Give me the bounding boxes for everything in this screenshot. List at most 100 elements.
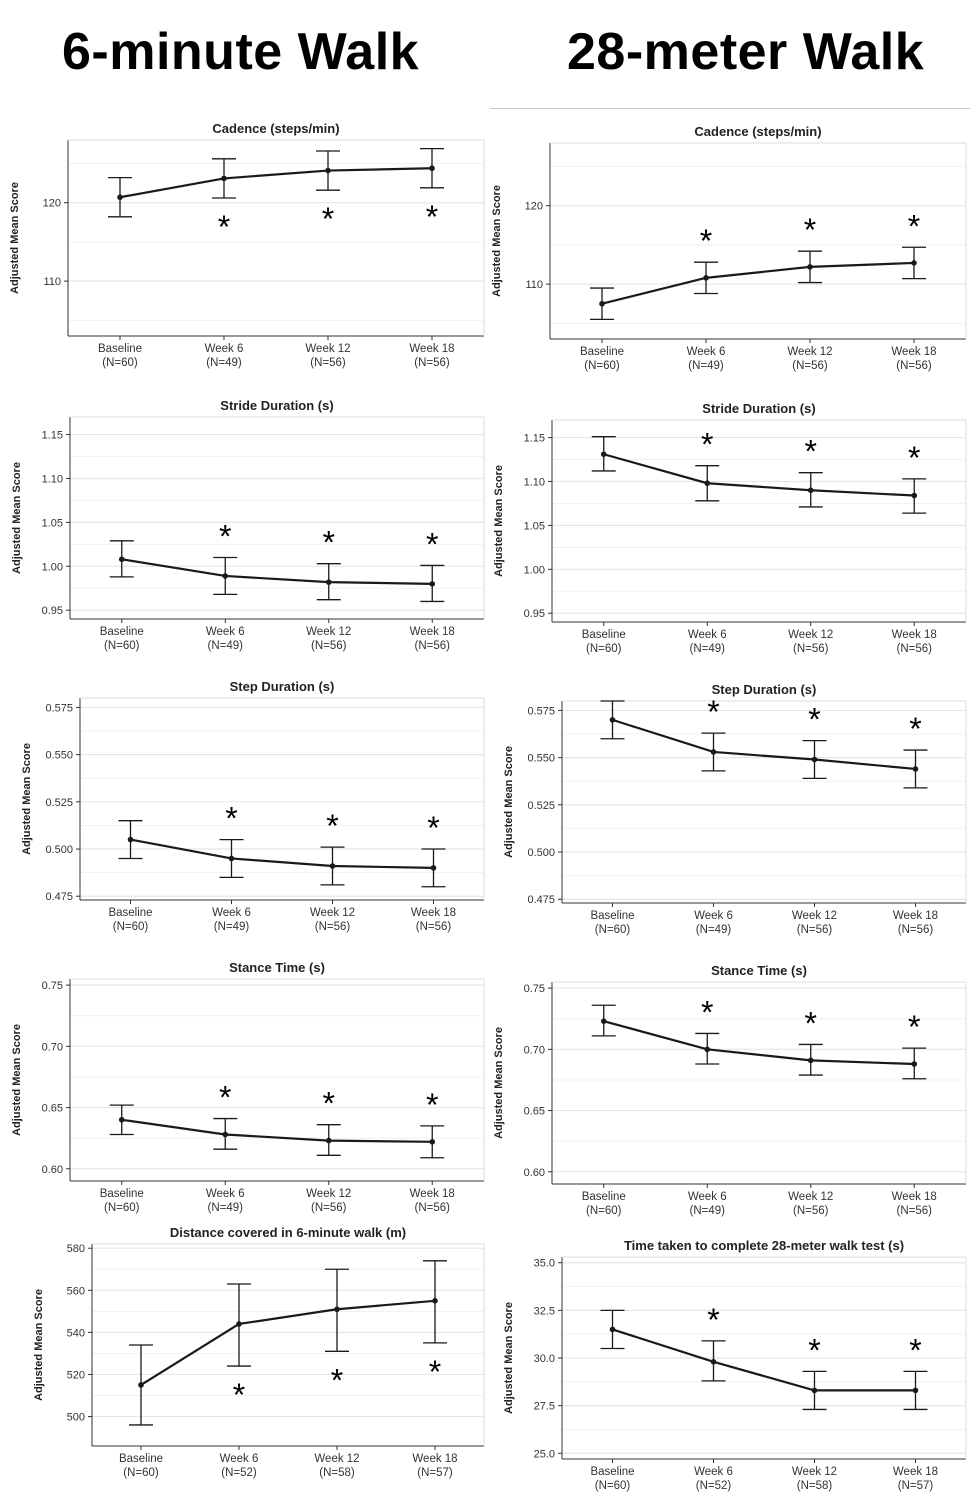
- data-point: [117, 194, 123, 201]
- significance-star: *: [805, 434, 817, 470]
- x-tick-n-label: (N=60): [113, 921, 149, 933]
- y-tick-label: 1.15: [42, 430, 63, 442]
- y-tick-label: 0.75: [524, 983, 545, 995]
- x-tick-label: Week 6: [206, 626, 245, 638]
- x-tick-n-label: (N=49): [208, 640, 244, 652]
- significance-star: *: [804, 212, 816, 248]
- chart-title: Distance covered in 6-minute walk (m): [170, 1225, 406, 1240]
- significance-star: *: [426, 199, 438, 235]
- x-tick-label: Week 12: [792, 1466, 837, 1478]
- chart-panel-cad6: Cadence (steps/min) Adjusted Mean Score 11…: [0, 112, 488, 374]
- chart-svg-stance28: Stance Time (s) Adjusted Mean Score 0.60 0.…: [493, 963, 967, 1217]
- x-tick-label: Week 6: [212, 907, 251, 919]
- x-tick-n-label: (N=49): [690, 643, 726, 655]
- significance-star: *: [323, 1086, 335, 1122]
- x-tick-n-label: (N=56): [311, 640, 347, 652]
- x-tick-label: Week 18: [411, 907, 456, 919]
- y-tick-label: 0.575: [527, 705, 555, 717]
- x-tick-n-label: (N=52): [221, 1467, 257, 1479]
- x-tick-label: Baseline: [119, 1453, 163, 1465]
- significance-star: *: [322, 201, 334, 237]
- y-tick-label: 0.525: [45, 797, 73, 809]
- significance-star: *: [700, 223, 712, 259]
- y-tick-label: 25.0: [534, 1448, 555, 1460]
- header-divider: [490, 108, 970, 109]
- y-axis-label: Adjusted Mean Score: [503, 746, 515, 858]
- data-point: [118, 1116, 125, 1123]
- x-tick-n-label: (N=56): [896, 360, 932, 372]
- chart-title: Stance Time (s): [711, 963, 807, 978]
- x-tick-label: Week 6: [694, 1466, 733, 1478]
- y-tick-label: 0.60: [42, 1164, 63, 1176]
- x-tick-n-label: (N=49): [696, 924, 732, 936]
- x-tick-label: Baseline: [100, 626, 144, 638]
- x-tick-n-label: (N=56): [310, 357, 346, 369]
- title-6-minute-walk: 6-minute Walk: [62, 23, 420, 81]
- mean-line: [601, 261, 915, 305]
- y-tick-label: 1.05: [524, 520, 545, 532]
- y-tick-label: 1.00: [42, 561, 63, 573]
- data-point: [600, 1018, 607, 1024]
- y-axis-label: Adjusted Mean Score: [491, 185, 503, 297]
- x-tick-n-label: (N=60): [102, 357, 138, 369]
- x-tick-n-label: (N=49): [214, 921, 250, 933]
- data-point: [325, 167, 331, 174]
- y-tick-label: 120: [525, 201, 543, 213]
- x-tick-n-label: (N=56): [415, 1202, 451, 1214]
- significance-star: *: [805, 1005, 817, 1041]
- x-tick-n-label: (N=60): [595, 924, 631, 936]
- data-point: [911, 260, 917, 266]
- chart-title: Time taken to complete 28-meter walk tes…: [624, 1238, 904, 1253]
- x-tick-label: Week 18: [410, 626, 455, 638]
- mean-line: [121, 1118, 433, 1143]
- y-tick-label: 1.10: [42, 473, 63, 485]
- data-point: [912, 766, 919, 772]
- x-tick-label: Baseline: [582, 1191, 626, 1203]
- x-tick-label: Week 18: [410, 1188, 455, 1200]
- x-tick-n-label: (N=57): [898, 1480, 934, 1492]
- significance-star: *: [707, 694, 719, 730]
- y-axis-label: Adjusted Mean Score: [21, 743, 33, 855]
- y-tick-label: 0.575: [45, 702, 73, 714]
- data-point: [911, 492, 918, 499]
- significance-star: *: [707, 1302, 719, 1338]
- data-point: [807, 487, 814, 494]
- x-tick-label: Baseline: [582, 629, 626, 641]
- significance-star: *: [908, 1009, 920, 1045]
- data-point: [429, 1139, 436, 1145]
- x-tick-label: Week 6: [687, 346, 726, 358]
- x-tick-n-label: (N=56): [897, 643, 933, 655]
- x-tick-label: Week 18: [892, 1191, 937, 1203]
- y-tick-label: 0.95: [42, 605, 63, 617]
- x-tick-n-label: (N=52): [696, 1480, 732, 1492]
- data-point: [600, 451, 607, 458]
- data-point: [710, 1359, 717, 1365]
- y-tick-label: 0.75: [42, 980, 63, 992]
- data-point: [334, 1306, 340, 1313]
- data-point: [704, 1046, 711, 1053]
- y-tick-label: 0.550: [527, 753, 555, 765]
- chart-svg-cad28: Cadence (steps/min) Adjusted Mean Score 11…: [491, 124, 967, 372]
- x-tick-n-label: (N=56): [792, 360, 828, 372]
- x-tick-label: Week 12: [305, 343, 350, 355]
- y-tick-label: 0.65: [524, 1106, 545, 1118]
- data-point: [429, 581, 436, 587]
- x-tick-label: Week 18: [409, 343, 454, 355]
- chart-svg-stride28: Stride Duration (s) Adjusted Mean Score 0.…: [493, 401, 967, 655]
- y-tick-label: 110: [43, 276, 61, 288]
- significance-star: *: [218, 209, 230, 245]
- chart-panel-stance28: Stance Time (s) Adjusted Mean Score 0.60 0.…: [490, 960, 970, 1222]
- significance-star: *: [331, 1362, 343, 1398]
- y-tick-label: 35.0: [534, 1258, 555, 1270]
- x-tick-label: Week 12: [310, 907, 355, 919]
- data-point: [811, 756, 818, 763]
- significance-star: *: [323, 525, 335, 561]
- mean-line: [121, 558, 433, 585]
- x-tick-n-label: (N=57): [417, 1467, 453, 1479]
- data-point: [704, 480, 711, 487]
- data-point: [811, 1387, 818, 1394]
- x-tick-label: Week 6: [206, 1188, 245, 1200]
- data-point: [609, 1326, 616, 1333]
- y-tick-label: 0.70: [42, 1041, 63, 1053]
- y-axis-label: Adjusted Mean Score: [493, 1027, 505, 1139]
